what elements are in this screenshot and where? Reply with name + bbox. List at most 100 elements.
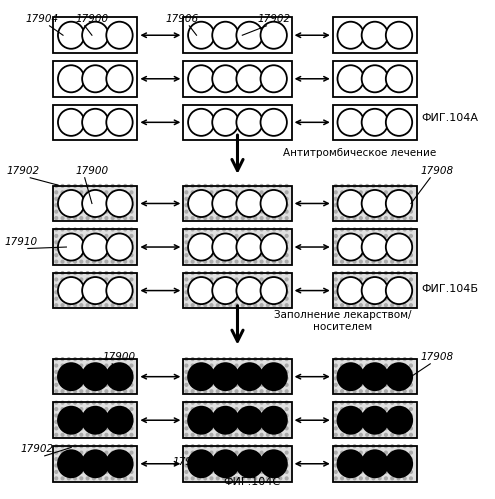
Bar — [53, 229, 138, 265]
Circle shape — [185, 284, 188, 287]
Circle shape — [191, 458, 194, 461]
Circle shape — [254, 445, 257, 448]
Circle shape — [93, 217, 95, 220]
Circle shape — [229, 304, 232, 306]
Circle shape — [273, 434, 275, 436]
Circle shape — [273, 477, 275, 480]
Circle shape — [99, 401, 101, 404]
Circle shape — [397, 210, 400, 213]
Circle shape — [229, 291, 232, 294]
Circle shape — [366, 401, 368, 404]
Circle shape — [86, 241, 89, 244]
Circle shape — [403, 390, 406, 393]
Text: 17902: 17902 — [257, 14, 290, 24]
Circle shape — [188, 407, 214, 434]
Circle shape — [335, 304, 337, 306]
Circle shape — [242, 414, 244, 417]
Circle shape — [210, 278, 213, 281]
Circle shape — [99, 185, 101, 187]
Circle shape — [372, 408, 375, 411]
Circle shape — [229, 235, 232, 238]
Circle shape — [338, 65, 364, 92]
Circle shape — [279, 471, 282, 474]
Circle shape — [80, 260, 83, 263]
Circle shape — [229, 414, 232, 417]
Circle shape — [212, 109, 239, 136]
Circle shape — [80, 383, 83, 386]
Circle shape — [216, 291, 219, 294]
Circle shape — [130, 235, 133, 238]
Circle shape — [130, 445, 133, 448]
Circle shape — [86, 358, 89, 360]
Circle shape — [106, 65, 133, 92]
Circle shape — [204, 377, 206, 380]
Circle shape — [61, 390, 64, 393]
Circle shape — [378, 408, 381, 411]
Circle shape — [61, 427, 64, 430]
Circle shape — [266, 248, 269, 250]
Circle shape — [55, 390, 57, 393]
Circle shape — [273, 248, 275, 250]
Circle shape — [130, 297, 133, 300]
Circle shape — [111, 434, 114, 436]
Circle shape — [347, 198, 349, 200]
Circle shape — [242, 371, 244, 373]
Circle shape — [248, 358, 250, 360]
Circle shape — [210, 390, 213, 393]
Circle shape — [93, 464, 95, 467]
Circle shape — [366, 204, 368, 207]
Circle shape — [410, 390, 412, 393]
Circle shape — [279, 477, 282, 480]
Circle shape — [124, 471, 127, 474]
Circle shape — [105, 401, 108, 404]
Circle shape — [248, 254, 250, 256]
Circle shape — [254, 210, 257, 213]
Circle shape — [55, 204, 57, 207]
Circle shape — [385, 291, 387, 294]
Circle shape — [105, 241, 108, 244]
Circle shape — [198, 464, 200, 467]
Circle shape — [242, 210, 244, 213]
Circle shape — [385, 434, 387, 436]
Circle shape — [105, 377, 108, 380]
Circle shape — [254, 191, 257, 194]
Circle shape — [410, 284, 412, 287]
Circle shape — [80, 451, 83, 454]
Circle shape — [191, 278, 194, 281]
Circle shape — [124, 364, 127, 367]
Circle shape — [254, 241, 257, 244]
Circle shape — [74, 377, 76, 380]
Circle shape — [273, 358, 275, 360]
Circle shape — [80, 291, 83, 294]
Circle shape — [347, 217, 349, 220]
Circle shape — [378, 291, 381, 294]
Circle shape — [55, 364, 57, 367]
Circle shape — [67, 451, 70, 454]
Circle shape — [210, 304, 213, 306]
Circle shape — [223, 445, 225, 448]
Circle shape — [260, 235, 263, 238]
Circle shape — [285, 235, 288, 238]
Circle shape — [67, 434, 70, 436]
Circle shape — [285, 304, 288, 306]
Circle shape — [191, 377, 194, 380]
Circle shape — [335, 271, 337, 274]
Circle shape — [335, 248, 337, 250]
Circle shape — [198, 371, 200, 373]
Circle shape — [118, 228, 120, 231]
Circle shape — [198, 401, 200, 404]
Circle shape — [341, 451, 344, 454]
Circle shape — [86, 217, 89, 220]
Circle shape — [67, 297, 70, 300]
Circle shape — [210, 248, 213, 250]
Circle shape — [80, 241, 83, 244]
Circle shape — [260, 109, 287, 136]
Circle shape — [99, 434, 101, 436]
Circle shape — [198, 210, 200, 213]
Circle shape — [273, 271, 275, 274]
Circle shape — [260, 383, 263, 386]
Circle shape — [273, 297, 275, 300]
Circle shape — [410, 235, 412, 238]
Circle shape — [229, 408, 232, 411]
Circle shape — [285, 358, 288, 360]
